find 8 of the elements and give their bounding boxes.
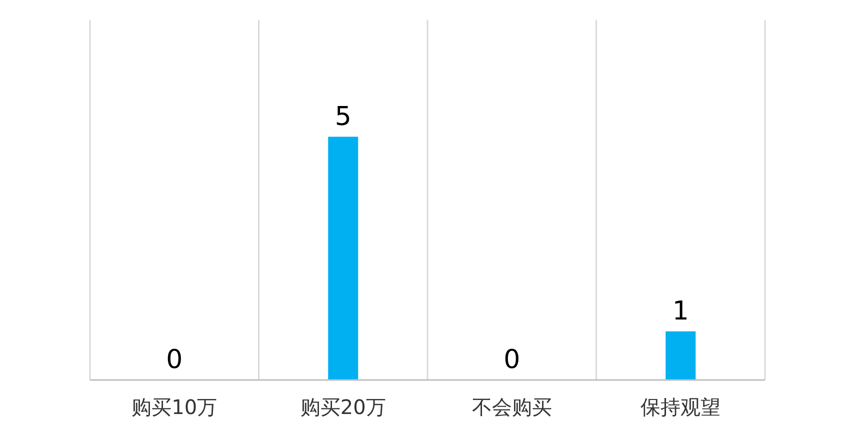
x-tick-label: 购买20万 bbox=[300, 395, 386, 420]
data-label: 1 bbox=[672, 296, 689, 326]
x-tick-label: 保持观望 bbox=[640, 395, 721, 420]
x-tick-label: 不会购买 bbox=[472, 395, 552, 420]
x-tick-label: 购买10万 bbox=[132, 395, 218, 420]
data-label: 0 bbox=[166, 345, 183, 375]
data-label: 5 bbox=[334, 102, 352, 132]
data-label: 0 bbox=[504, 345, 520, 375]
